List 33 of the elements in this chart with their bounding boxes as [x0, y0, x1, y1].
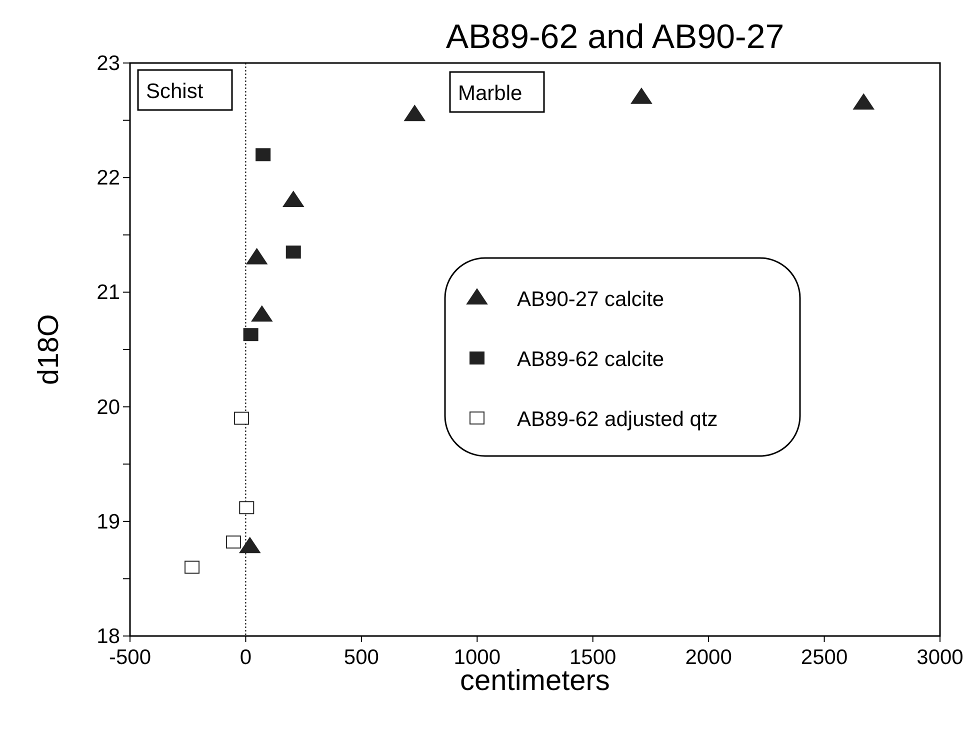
legend-label: AB90-27 calcite — [517, 288, 664, 311]
y-tick-label: 21 — [96, 281, 120, 304]
point — [246, 248, 268, 264]
point — [256, 148, 271, 162]
point — [239, 537, 260, 554]
point — [243, 328, 258, 342]
point — [282, 191, 304, 208]
point — [184, 560, 200, 574]
x-tick-label: 2500 — [800, 646, 848, 669]
x-tick-label: 500 — [344, 646, 379, 669]
annotation: Marble — [458, 82, 522, 105]
y-tick-label: 19 — [96, 510, 120, 534]
x-tick-label: -500 — [108, 646, 152, 669]
point — [630, 88, 652, 104]
y-tick-label: 22 — [96, 166, 120, 190]
y-tick-label: 18 — [96, 625, 120, 648]
point — [251, 306, 272, 322]
chart-title: AB89-62 and AB90-27 — [446, 18, 784, 56]
point — [226, 536, 241, 549]
y-tick-label: 20 — [96, 396, 120, 419]
x-tick-label: 2000 — [685, 646, 732, 669]
legend-label: AB89-62 adjusted qtz — [517, 408, 718, 431]
x-tick-label: 3000 — [916, 646, 964, 669]
annotation: Schist — [146, 80, 204, 103]
y-tick-label: 23 — [96, 52, 120, 75]
point — [239, 501, 254, 514]
point — [286, 246, 301, 259]
point — [234, 412, 250, 425]
point — [853, 94, 874, 110]
legend-label: AB89-62 calcite — [517, 348, 664, 371]
y-axis-title: d18O — [33, 314, 65, 385]
x-tick-label: 0 — [240, 646, 252, 669]
point — [404, 105, 426, 122]
